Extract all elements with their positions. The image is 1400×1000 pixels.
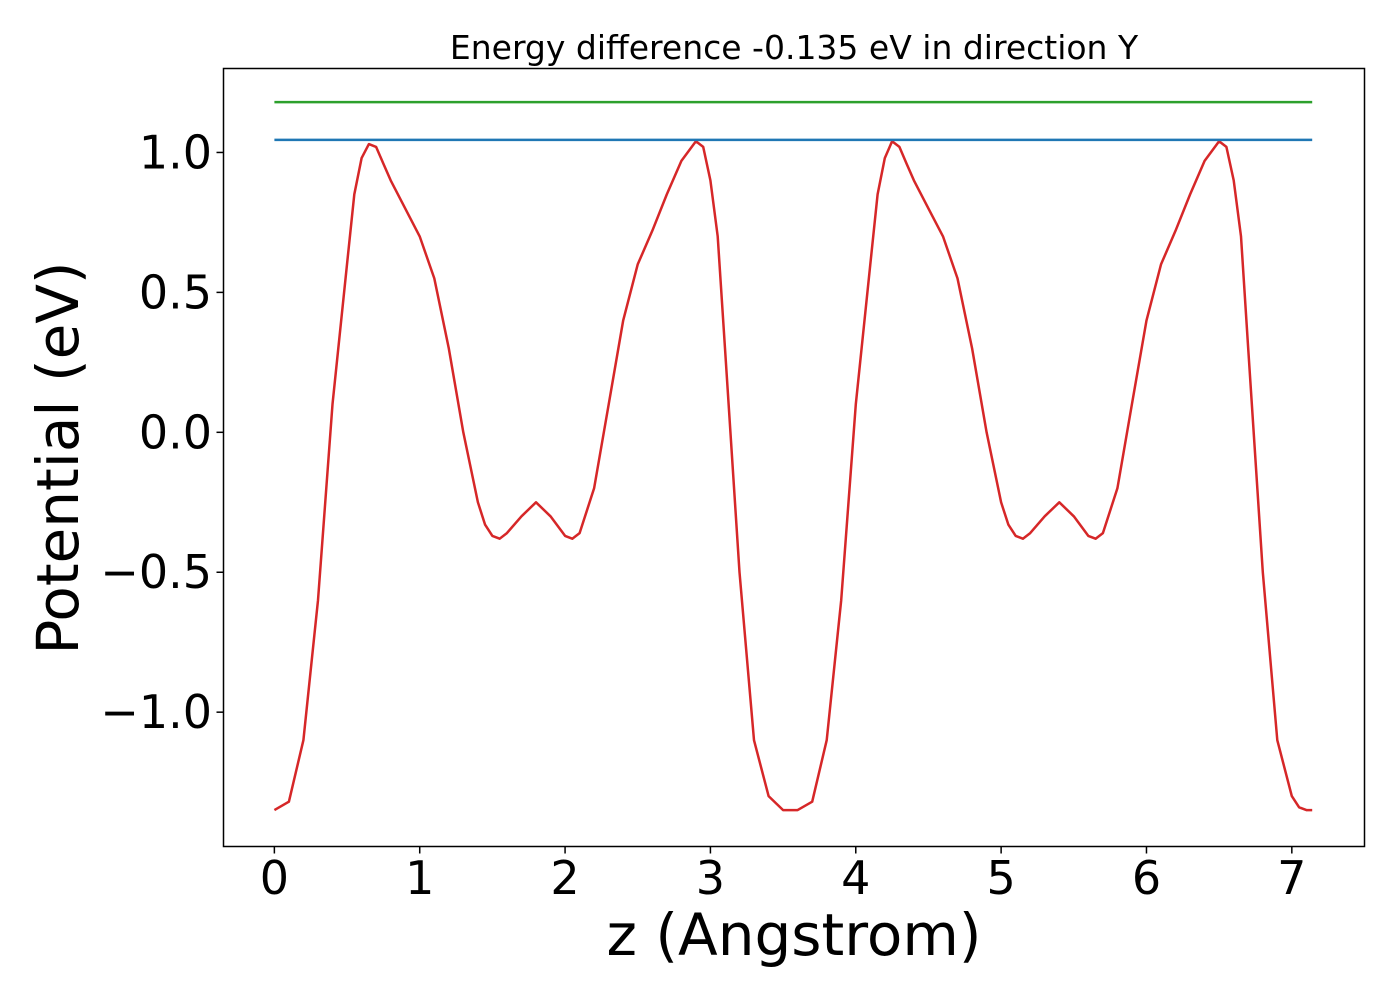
y-axis: −1.0 −0.5 0.0 0.5 1.0 <box>100 125 224 739</box>
x-tick-label: 2 <box>550 851 579 905</box>
y-axis-title: Potential (eV) <box>24 261 92 654</box>
y-tick-label: 1.0 <box>139 125 212 179</box>
x-tick-label: 3 <box>696 851 725 905</box>
x-tick-label: 1 <box>405 851 434 905</box>
plot-frame <box>222 67 1366 848</box>
series-line-1 <box>273 140 1313 812</box>
x-tick-label: 0 <box>260 851 289 905</box>
y-tick-label: −1.0 <box>100 685 212 739</box>
x-tick-label: 5 <box>986 851 1015 905</box>
x-tick-label: 7 <box>1277 851 1306 905</box>
x-axis: 0 1 2 3 4 5 6 7 <box>260 846 1306 905</box>
y-tick-label: −0.5 <box>100 545 212 599</box>
y-tick-label: 0.0 <box>139 405 212 459</box>
series-layer <box>273 100 1313 812</box>
x-axis-title: z (Angstrom) <box>607 901 982 969</box>
x-tick-label: 6 <box>1132 851 1161 905</box>
x-tick-label: 4 <box>841 851 870 905</box>
chart-title: Energy difference -0.135 eV in direction… <box>450 28 1139 67</box>
y-tick-label: 0.5 <box>139 265 212 319</box>
